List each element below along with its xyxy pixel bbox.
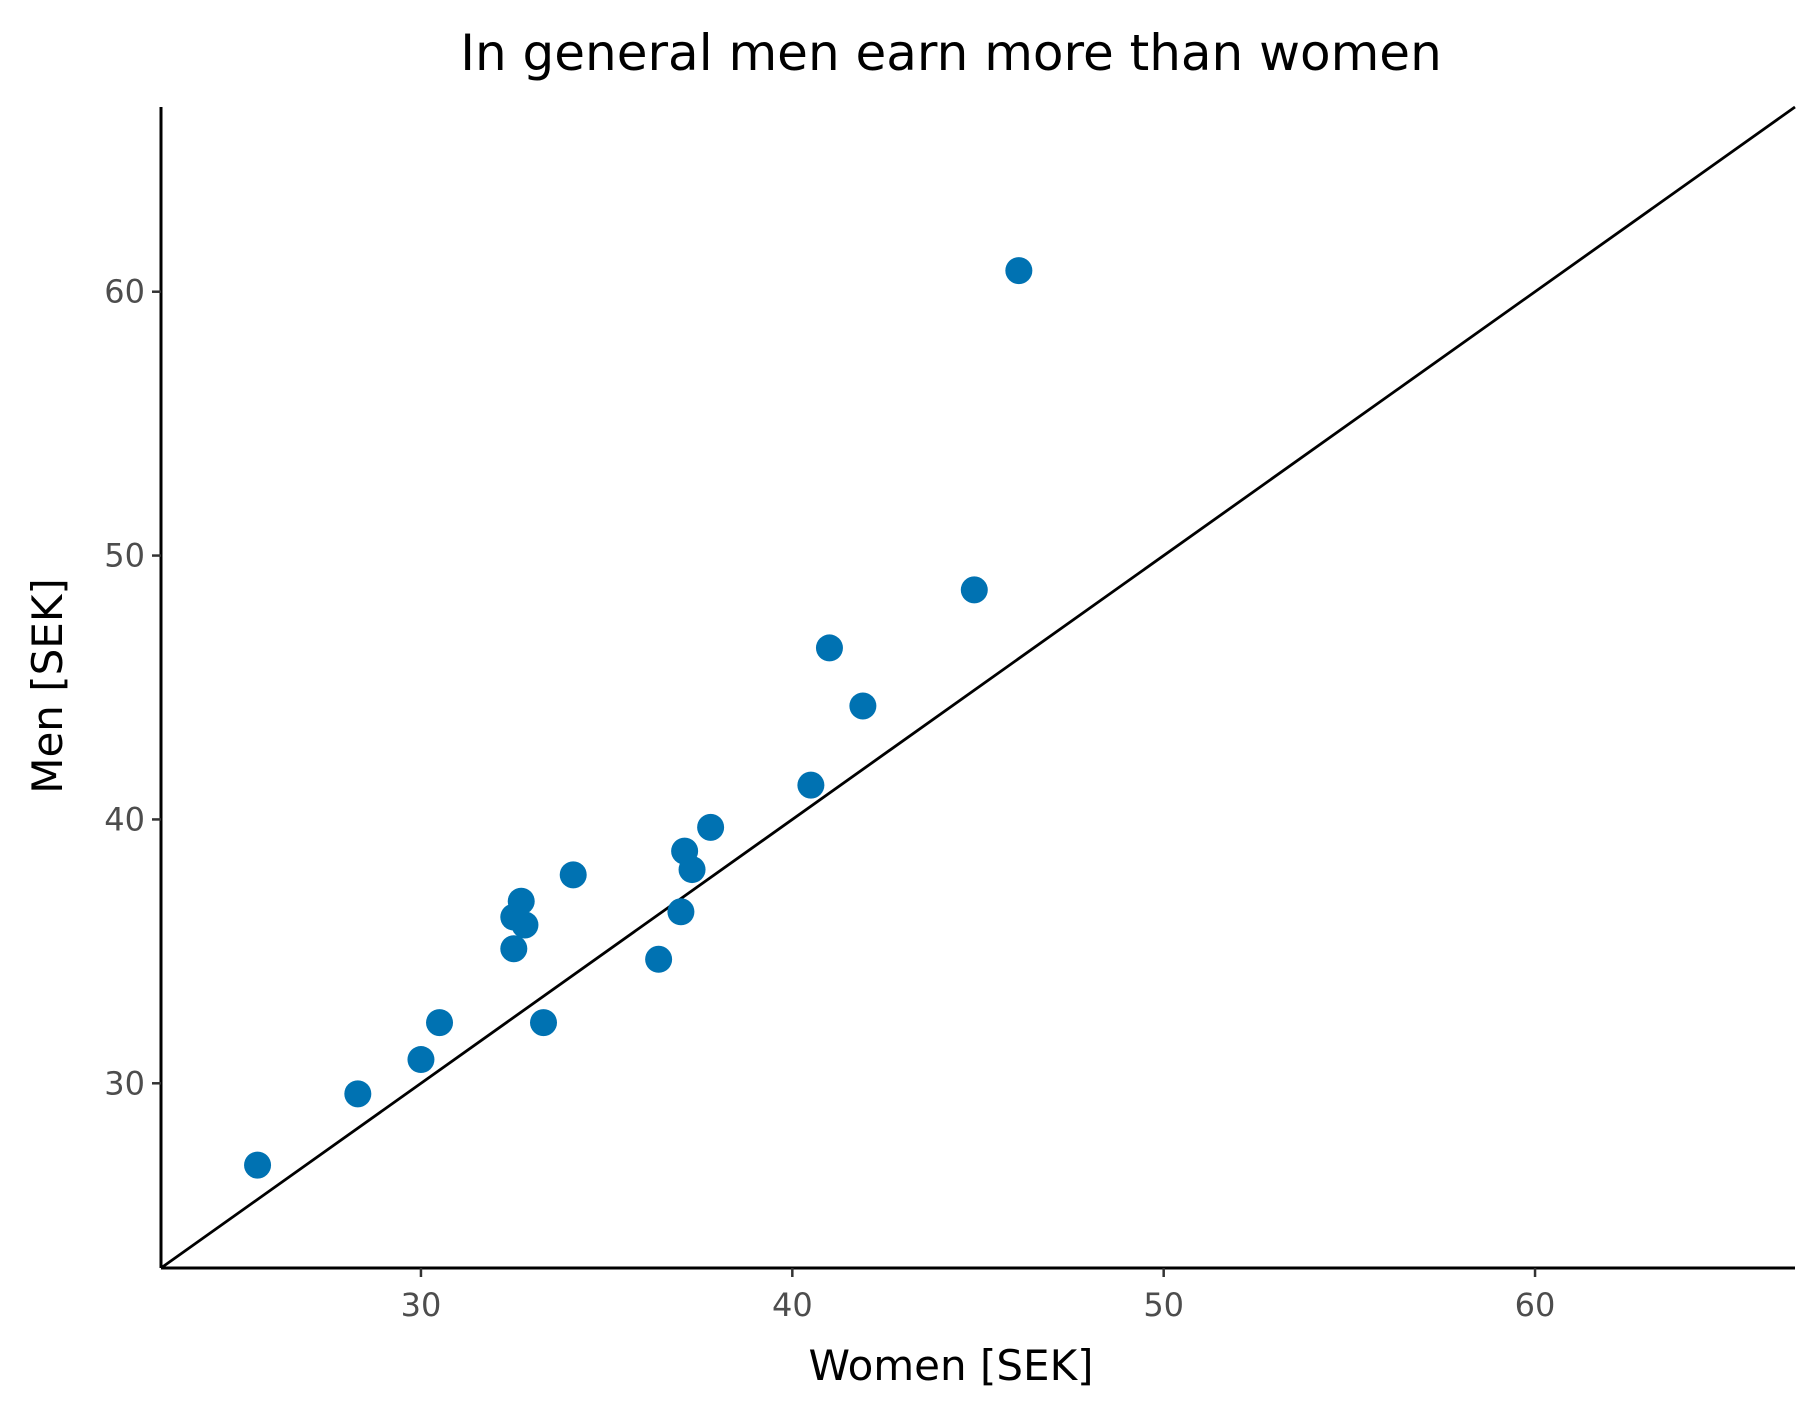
x-tick-label: 30 (401, 1286, 442, 1324)
data-point (344, 1080, 372, 1108)
x-tick-label: 50 (1143, 1286, 1184, 1324)
y-axis-title: Men [SEK] (23, 578, 72, 794)
data-point (678, 856, 706, 884)
data-point (667, 898, 695, 926)
data-point (697, 813, 725, 841)
x-axis-title: Women [SEK] (809, 1341, 1094, 1390)
y-tick-label: 60 (104, 273, 145, 311)
data-point (244, 1151, 272, 1179)
y-tick-label: 50 (104, 537, 145, 575)
plot-area (160, 105, 1796, 1270)
data-point (530, 1009, 558, 1037)
x-tick-label: 40 (772, 1286, 813, 1324)
data-point (815, 634, 843, 662)
axis-ticks: 30 40 50 60 30 40 50 60 (104, 273, 1555, 1324)
data-point (645, 945, 673, 973)
data-point (797, 771, 825, 799)
data-point (500, 935, 528, 963)
data-point (1005, 257, 1033, 285)
reference-line (160, 105, 1796, 1270)
chart-title: In general men earn more than women (460, 24, 1442, 82)
data-point (511, 911, 539, 939)
data-point (407, 1046, 435, 1074)
y-tick-label: 40 (104, 800, 145, 838)
y-tick-label: 30 (104, 1064, 145, 1102)
data-point (849, 692, 877, 720)
data-point (960, 576, 988, 604)
data-point (507, 887, 535, 915)
data-point (426, 1009, 454, 1037)
data-point (559, 861, 587, 889)
x-tick-label: 60 (1515, 1286, 1556, 1324)
